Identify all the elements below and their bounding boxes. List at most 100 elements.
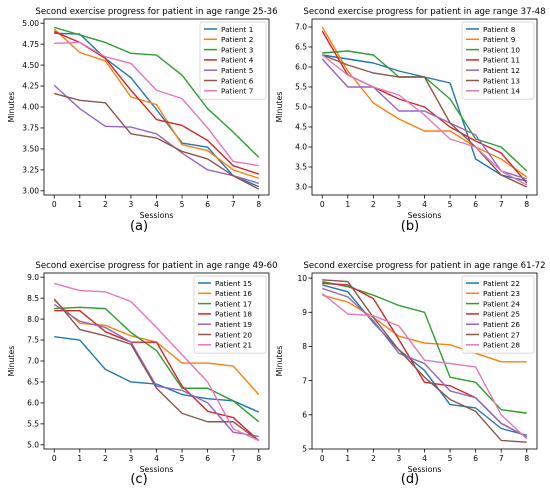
y-axis-label: Minutes bbox=[275, 346, 284, 377]
legend-label: Patient 1 bbox=[221, 25, 253, 34]
legend-label: Patient 14 bbox=[483, 87, 520, 96]
legend-label: Patient 13 bbox=[483, 76, 520, 85]
chart-title: Second exercise progress for patient in … bbox=[35, 7, 277, 17]
legend-label: Patient 4 bbox=[221, 56, 254, 65]
legend-label: Patient 23 bbox=[483, 289, 520, 298]
y-tick-label: 9.0 bbox=[27, 273, 39, 282]
legend-label: Patient 3 bbox=[221, 45, 254, 54]
chart-panel-3: Second exercise progress for patient in … bbox=[7, 261, 278, 474]
x-tick-label: 5 bbox=[448, 200, 453, 209]
legend-label: Patient 21 bbox=[215, 341, 252, 350]
legend-label: Patient 5 bbox=[221, 66, 253, 75]
x-tick-label: 5 bbox=[180, 454, 185, 463]
x-tick-label: 0 bbox=[320, 200, 325, 209]
y-tick-label: 4.50 bbox=[22, 61, 39, 70]
y-tick-label: 6.5 bbox=[295, 43, 307, 52]
legend-label: Patient 10 bbox=[483, 45, 520, 54]
y-tick-label: 3.5 bbox=[295, 163, 307, 172]
legend-label: Patient 25 bbox=[483, 310, 520, 319]
x-tick-label: 6 bbox=[473, 454, 478, 463]
y-tick-label: 9 bbox=[302, 308, 307, 317]
x-tick-label: 5 bbox=[448, 454, 453, 463]
x-axis-label: Sessions bbox=[408, 211, 442, 220]
x-tick-label: 8 bbox=[524, 454, 529, 463]
y-tick-label: 6 bbox=[302, 411, 307, 420]
panel-caption-b: (b) bbox=[401, 219, 419, 234]
x-tick-label: 1 bbox=[345, 200, 350, 209]
x-tick-label: 7 bbox=[231, 200, 236, 209]
x-tick-label: 2 bbox=[371, 454, 376, 463]
x-tick-label: 7 bbox=[231, 454, 236, 463]
x-tick-label: 0 bbox=[52, 454, 57, 463]
y-tick-label: 4.5 bbox=[295, 123, 307, 132]
y-tick-label: 5.0 bbox=[27, 441, 39, 450]
x-tick-label: 3 bbox=[129, 200, 134, 209]
y-tick-label: 5.00 bbox=[22, 19, 39, 28]
y-tick-label: 7 bbox=[302, 376, 307, 385]
x-tick-label: 4 bbox=[422, 200, 427, 209]
y-tick-label: 5.5 bbox=[27, 420, 39, 429]
x-tick-label: 7 bbox=[499, 454, 504, 463]
y-tick-label: 3.75 bbox=[22, 124, 39, 133]
x-tick-label: 3 bbox=[397, 454, 402, 463]
x-tick-label: 6 bbox=[205, 454, 210, 463]
y-tick-label: 4.75 bbox=[22, 40, 39, 49]
x-tick-label: 1 bbox=[77, 200, 82, 209]
x-tick-label: 8 bbox=[524, 200, 529, 209]
legend-label: Patient 8 bbox=[483, 25, 516, 34]
chart-title: Second exercise progress for patient in … bbox=[303, 7, 545, 17]
x-tick-label: 1 bbox=[77, 454, 82, 463]
y-tick-label: 4.00 bbox=[22, 103, 39, 112]
legend-label: Patient 18 bbox=[215, 310, 252, 319]
x-axis-label: Sessions bbox=[408, 465, 442, 474]
y-tick-label: 6.0 bbox=[295, 63, 307, 72]
x-tick-label: 6 bbox=[473, 200, 478, 209]
chart-panel-4: Second exercise progress for patient in … bbox=[275, 261, 546, 474]
chart-panel-2: Second exercise progress for patient in … bbox=[275, 7, 546, 220]
legend-label: Patient 20 bbox=[215, 330, 252, 339]
series-line-patient-5 bbox=[54, 85, 259, 183]
legend-label: Patient 22 bbox=[483, 279, 520, 288]
y-tick-label: 7.5 bbox=[27, 336, 39, 345]
x-tick-label: 2 bbox=[103, 200, 108, 209]
y-tick-label: 8.5 bbox=[27, 294, 39, 303]
chart-title: Second exercise progress for patient in … bbox=[303, 261, 545, 271]
panel-caption-a: (a) bbox=[130, 219, 148, 234]
legend-label: Patient 26 bbox=[483, 320, 520, 329]
legend-label: Patient 11 bbox=[483, 56, 520, 65]
panel-caption-c: (c) bbox=[130, 472, 147, 487]
x-tick-label: 1 bbox=[345, 454, 350, 463]
y-tick-label: 8.0 bbox=[27, 315, 39, 324]
y-tick-label: 5 bbox=[302, 445, 307, 454]
legend-label: Patient 27 bbox=[483, 330, 520, 339]
y-tick-label: 3.00 bbox=[22, 187, 39, 196]
x-axis-label: Sessions bbox=[140, 465, 174, 474]
y-tick-label: 4.25 bbox=[22, 82, 39, 91]
y-axis-label: Minutes bbox=[7, 346, 16, 377]
chart-panel-1: Second exercise progress for patient in … bbox=[7, 7, 278, 220]
x-axis-label: Sessions bbox=[140, 211, 174, 220]
legend-label: Patient 28 bbox=[483, 341, 520, 350]
legend-label: Patient 16 bbox=[215, 289, 252, 298]
y-tick-label: 7.0 bbox=[27, 357, 39, 366]
y-axis-label: Minutes bbox=[275, 92, 284, 123]
x-tick-label: 4 bbox=[154, 454, 159, 463]
x-tick-label: 8 bbox=[256, 200, 261, 209]
legend-label: Patient 15 bbox=[215, 279, 252, 288]
legend-label: Patient 17 bbox=[215, 299, 252, 308]
legend-label: Patient 2 bbox=[221, 35, 253, 44]
x-tick-label: 4 bbox=[154, 200, 159, 209]
x-tick-label: 7 bbox=[499, 200, 504, 209]
y-tick-label: 4.0 bbox=[295, 143, 307, 152]
legend-label: Patient 6 bbox=[221, 76, 254, 85]
legend-label: Patient 12 bbox=[483, 66, 520, 75]
y-axis-label: Minutes bbox=[7, 92, 16, 123]
x-tick-label: 0 bbox=[320, 454, 325, 463]
y-tick-label: 6.0 bbox=[27, 399, 39, 408]
legend-label: Patient 7 bbox=[221, 87, 254, 96]
y-tick-label: 5.5 bbox=[295, 83, 307, 92]
legend-label: Patient 24 bbox=[483, 299, 520, 308]
